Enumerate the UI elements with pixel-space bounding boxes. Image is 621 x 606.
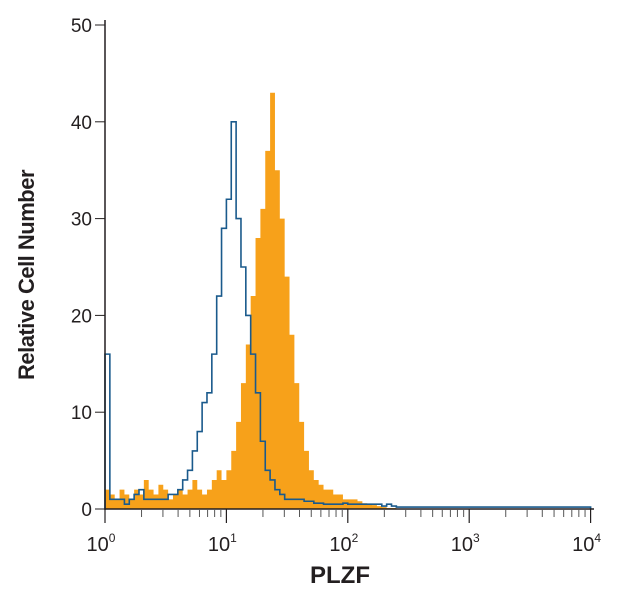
y-tick-label: 30: [71, 210, 92, 231]
x-tick-label: 103: [451, 531, 480, 556]
series-outline-histogram: [104, 121, 592, 509]
series-filled-histogram: [105, 92, 591, 509]
y-tick-label: 10: [71, 403, 92, 424]
histogram-series: [104, 92, 592, 509]
x-tick-label: 102: [329, 531, 358, 556]
x-tick-label: 100: [87, 531, 116, 556]
y-axis-label: Relative Cell Number: [14, 169, 39, 381]
y-tick-label: 40: [71, 113, 92, 134]
x-tick-label: 104: [572, 531, 601, 556]
x-axis-label: PLZF: [310, 562, 370, 589]
x-tick-label: 101: [208, 531, 237, 556]
y-tick-label: 50: [71, 16, 92, 37]
y-tick-label: 20: [71, 306, 92, 327]
y-tick-label: 0: [81, 500, 92, 521]
axes: 0 10 20 30 40 50 100 101 102 103 104: [71, 16, 602, 556]
